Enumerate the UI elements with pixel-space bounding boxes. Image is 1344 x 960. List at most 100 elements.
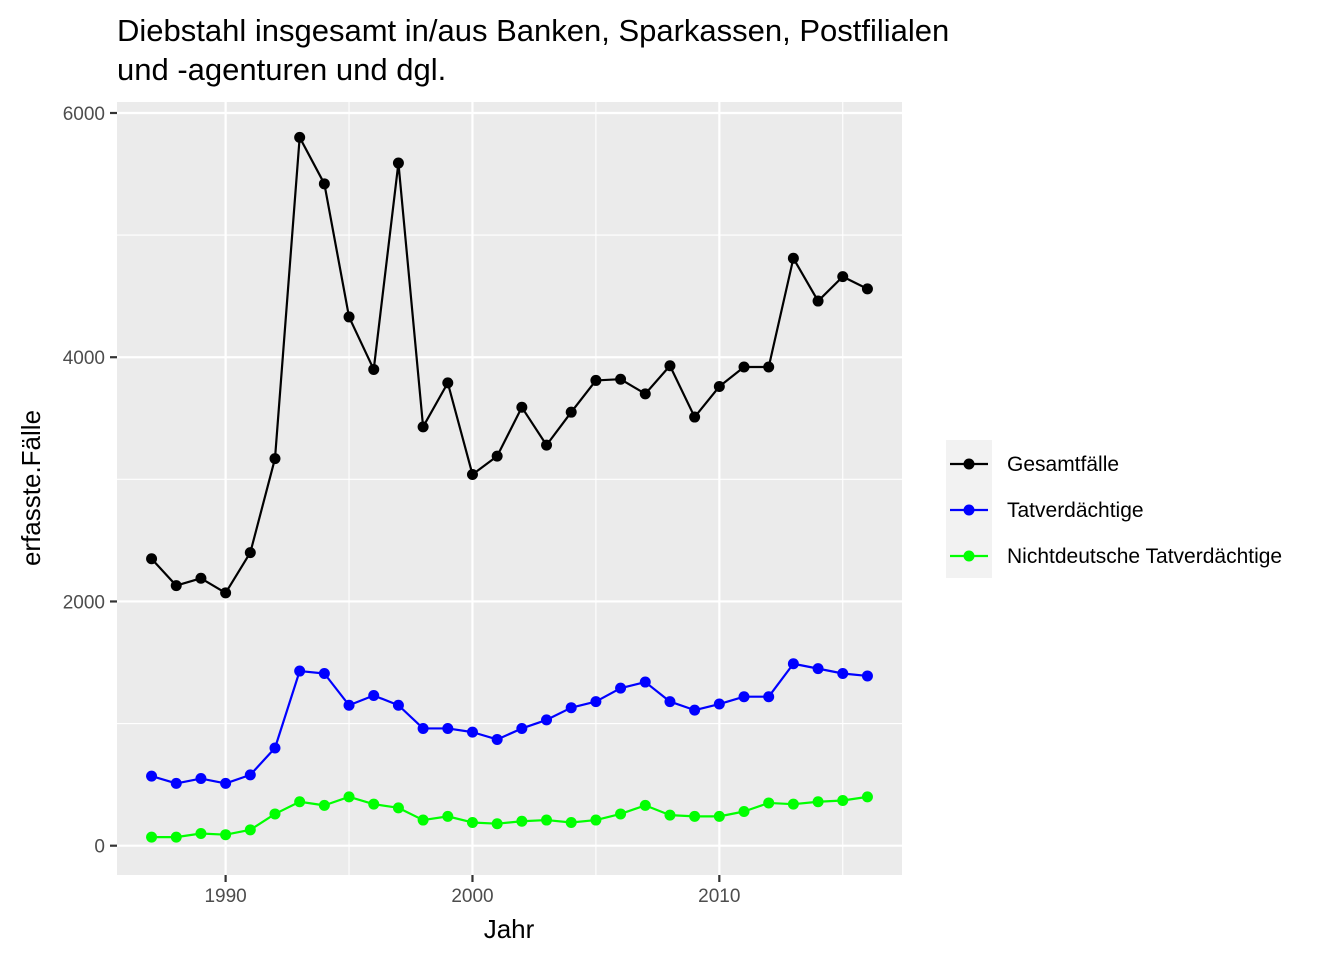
- data-point: [738, 361, 750, 373]
- data-point: [318, 799, 330, 811]
- data-point: [664, 696, 676, 708]
- data-point: [763, 797, 775, 809]
- y-axis: 0 2000 4000 6000: [63, 104, 117, 858]
- legend-item-1: Gesamtfälle: [950, 453, 1119, 476]
- data-point: [269, 742, 281, 754]
- data-point: [417, 421, 429, 433]
- data-point: [368, 689, 380, 701]
- y-axis-title: erfasste.Fälle: [16, 410, 46, 566]
- data-point: [738, 691, 750, 703]
- legend-label: Nichtdeutsche Tatverdächtige: [1007, 545, 1282, 568]
- data-point: [763, 691, 775, 703]
- data-point: [787, 798, 799, 810]
- x-tick-label: 1990: [204, 886, 246, 907]
- data-point: [491, 818, 503, 830]
- data-point: [491, 733, 503, 745]
- data-point: [146, 831, 158, 843]
- data-point: [294, 131, 306, 143]
- series-2: [146, 658, 873, 789]
- data-point: [343, 791, 355, 803]
- data-point: [787, 252, 799, 264]
- data-point: [244, 824, 256, 836]
- series-layer: [146, 131, 873, 843]
- series-3: [146, 791, 873, 843]
- data-point: [294, 665, 306, 677]
- data-point: [417, 722, 429, 734]
- data-point: [220, 829, 232, 841]
- data-point: [368, 363, 380, 375]
- chart-title-line-1: Diebstahl insgesamt in/aus Banken, Spark…: [117, 13, 949, 48]
- data-point: [713, 810, 725, 822]
- data-point: [689, 810, 701, 822]
- legend-label: Tatverdächtige: [1007, 499, 1144, 522]
- legend-label: Gesamtfälle: [1007, 453, 1119, 476]
- legend-key-point: [963, 458, 975, 470]
- grid-minor: [117, 102, 902, 875]
- data-point: [812, 295, 824, 307]
- data-point: [713, 698, 725, 710]
- data-point: [392, 699, 404, 711]
- data-point: [639, 676, 651, 688]
- data-point: [689, 704, 701, 716]
- data-point: [146, 770, 158, 782]
- data-point: [220, 777, 232, 789]
- data-point: [244, 547, 256, 559]
- data-point: [861, 283, 873, 295]
- series-1: [146, 131, 873, 599]
- data-point: [812, 663, 824, 675]
- data-point: [170, 831, 182, 843]
- data-point: [615, 808, 627, 820]
- data-point: [590, 814, 602, 826]
- data-point: [195, 773, 207, 785]
- data-point: [516, 722, 528, 734]
- data-point: [565, 816, 577, 828]
- data-point: [170, 777, 182, 789]
- data-point: [318, 178, 330, 190]
- data-point: [713, 381, 725, 393]
- data-point: [837, 795, 849, 807]
- data-point: [442, 810, 454, 822]
- data-point: [664, 360, 676, 372]
- data-point: [392, 157, 404, 169]
- data-point: [639, 388, 651, 400]
- plot-panel: [117, 102, 902, 875]
- data-point: [812, 796, 824, 808]
- data-point: [516, 401, 528, 413]
- y-tick-label: 6000: [63, 104, 105, 125]
- data-point: [565, 702, 577, 714]
- data-point: [615, 373, 627, 385]
- data-point: [590, 374, 602, 386]
- y-tick-label: 4000: [63, 348, 105, 369]
- data-point: [491, 450, 503, 462]
- data-point: [442, 722, 454, 734]
- data-point: [269, 453, 281, 465]
- data-point: [565, 406, 577, 418]
- data-point: [392, 802, 404, 814]
- data-point: [195, 827, 207, 839]
- data-point: [170, 580, 182, 592]
- data-point: [343, 699, 355, 711]
- data-point: [195, 572, 207, 584]
- x-axis-title: Jahr: [484, 914, 535, 944]
- data-point: [146, 553, 158, 565]
- data-point: [837, 271, 849, 283]
- data-point: [294, 796, 306, 808]
- y-tick-label: 0: [94, 837, 105, 858]
- x-tick-label: 2010: [698, 886, 740, 907]
- x-axis: 1990 2000 2010: [204, 875, 740, 907]
- data-point: [269, 808, 281, 820]
- data-point: [664, 809, 676, 821]
- data-point: [244, 769, 256, 781]
- data-point: [466, 816, 478, 828]
- data-point: [417, 814, 429, 826]
- data-point: [220, 587, 232, 599]
- data-point: [738, 806, 750, 817]
- data-point: [615, 682, 627, 694]
- data-point: [639, 799, 651, 811]
- data-point: [689, 411, 701, 423]
- data-point: [590, 696, 602, 708]
- data-point: [516, 815, 528, 827]
- legend: Gesamtfälle Tatverdächtige Nichtdeutsche T…: [946, 440, 1282, 578]
- data-point: [466, 468, 478, 480]
